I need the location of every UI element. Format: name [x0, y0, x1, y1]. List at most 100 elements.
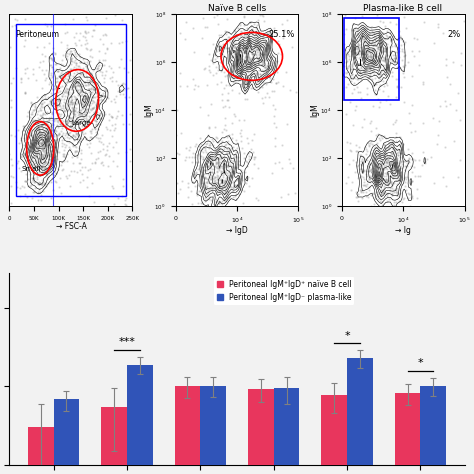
Point: [23, 112, 30, 120]
Point: [80, 32, 87, 40]
Point: [231, 53, 239, 61]
Point: [205, 154, 212, 161]
Point: [376, 164, 383, 172]
Point: [358, 49, 365, 56]
Point: [51, 144, 58, 151]
Point: [257, 54, 264, 61]
Point: [370, 36, 377, 44]
Point: [31, 132, 38, 140]
Point: [20, 122, 28, 130]
Point: [391, 147, 398, 155]
Point: [90, 110, 98, 118]
Point: [61, 143, 69, 151]
Point: [332, 42, 340, 50]
Point: [383, 40, 391, 48]
Point: [46, 62, 54, 69]
Point: [45, 128, 52, 136]
Point: [393, 82, 401, 90]
Point: [220, 145, 228, 153]
Point: [358, 70, 366, 78]
Point: [244, 34, 251, 41]
Point: [49, 73, 56, 80]
Point: [259, 67, 266, 74]
Point: [376, 153, 384, 161]
Point: [254, 45, 261, 52]
Point: [255, 49, 263, 56]
Point: [222, 187, 229, 195]
Point: [206, 69, 214, 76]
Point: [65, 100, 73, 108]
Point: [80, 176, 87, 183]
Point: [64, 75, 71, 83]
Point: [357, 64, 365, 72]
Point: [71, 112, 79, 120]
Point: [20, 127, 27, 134]
Point: [382, 65, 389, 73]
Point: [40, 142, 48, 149]
Point: [248, 25, 255, 33]
Point: [85, 119, 92, 127]
Point: [376, 32, 383, 39]
Point: [378, 190, 385, 197]
Point: [41, 135, 49, 143]
Point: [394, 148, 401, 155]
X-axis label: → IgD: → IgD: [226, 226, 248, 235]
Point: [400, 207, 407, 214]
Point: [211, 201, 219, 209]
Point: [126, 157, 134, 165]
Point: [382, 157, 390, 164]
Point: [218, 90, 226, 98]
Point: [387, 37, 395, 45]
Point: [355, 35, 363, 43]
Point: [58, 143, 65, 150]
Point: [371, 53, 379, 60]
Point: [381, 182, 388, 190]
Point: [348, 61, 356, 68]
Point: [209, 215, 216, 223]
Point: [31, 163, 39, 171]
Point: [220, 157, 228, 164]
Point: [227, 152, 234, 160]
Point: [208, 175, 215, 182]
Point: [397, 139, 405, 146]
Point: [230, 74, 238, 82]
Point: [222, 187, 229, 194]
Point: [47, 22, 55, 29]
Point: [392, 186, 400, 194]
Point: [77, 82, 84, 90]
Point: [58, 121, 65, 128]
Point: [116, 86, 123, 94]
Point: [391, 55, 398, 62]
Point: [383, 155, 390, 163]
Point: [363, 50, 370, 58]
Point: [218, 66, 225, 73]
Point: [236, 172, 243, 180]
Point: [123, 195, 130, 202]
Point: [186, 146, 193, 154]
Point: [91, 125, 99, 132]
Point: [377, 54, 384, 61]
Point: [81, 40, 89, 48]
Point: [384, 169, 392, 176]
Point: [363, 50, 371, 58]
Point: [254, 42, 262, 50]
Point: [439, 173, 447, 181]
Point: [50, 85, 57, 93]
Point: [229, 67, 237, 74]
Point: [250, 160, 258, 167]
Point: [235, 90, 243, 97]
Point: [275, 40, 283, 48]
Point: [391, 165, 398, 173]
Point: [368, 56, 375, 64]
Point: [384, 156, 392, 164]
Point: [184, 207, 192, 214]
Point: [359, 154, 367, 161]
Point: [218, 153, 226, 161]
Point: [198, 152, 205, 160]
Point: [57, 161, 64, 169]
Point: [63, 157, 70, 165]
Point: [225, 176, 233, 184]
Point: [348, 89, 356, 97]
Point: [92, 155, 100, 163]
Point: [386, 28, 393, 36]
